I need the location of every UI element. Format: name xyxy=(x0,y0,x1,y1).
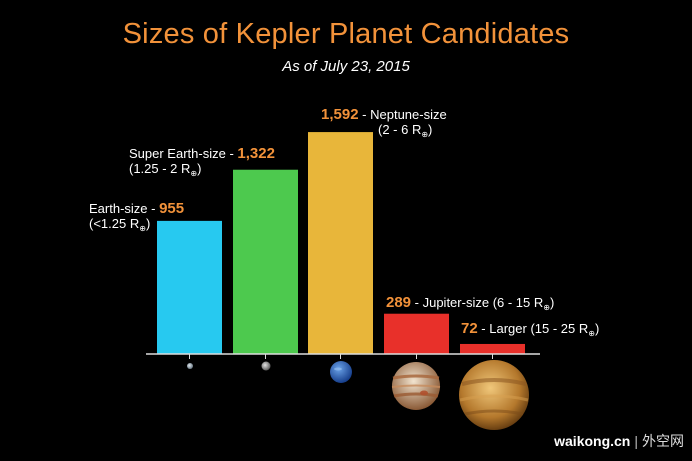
jupiter-value: 289 xyxy=(386,294,411,311)
neptune-label: 1,592 - Neptune-size xyxy=(321,106,447,123)
super-earth-range: (1.25 - 2 R⊕) xyxy=(129,161,201,178)
super-earth-planet-icon xyxy=(261,361,271,371)
larger-bar xyxy=(460,343,525,354)
watermark-brand: waikong.cn xyxy=(554,433,631,449)
larger-planet-icon xyxy=(459,360,529,430)
earth-size-bar xyxy=(157,220,222,354)
neptune-planet-icon xyxy=(330,361,352,383)
chart-title: Sizes of Kepler Planet Candidates xyxy=(122,18,570,50)
watermark-cn: 外空网 xyxy=(642,433,684,449)
chart-subtitle: As of July 23, 2015 xyxy=(282,58,410,75)
bars-group xyxy=(157,132,525,354)
super-earth-label: Super Earth-size - 1,322 xyxy=(129,145,275,162)
larger-value: 72 xyxy=(461,320,478,337)
jupiter-size-bar xyxy=(384,313,449,354)
super-earth-value: 1,322 xyxy=(237,145,275,162)
earth-size-planet-icon xyxy=(187,363,193,369)
tick-group xyxy=(189,354,493,359)
jupiter-label: 289 - Jupiter-size (6 - 15 R⊕) xyxy=(386,294,554,312)
neptune-range: (2 - 6 R⊕) xyxy=(378,122,432,139)
earth-size-range: (<1.25 R⊕) xyxy=(89,216,150,233)
watermark-separator: | xyxy=(634,433,638,449)
larger-label: 72 - Larger (15 - 25 R⊕) xyxy=(461,320,599,338)
jupiter-planet-icon xyxy=(391,362,441,410)
neptune-value: 1,592 xyxy=(321,106,359,123)
neptune-size-bar xyxy=(308,132,373,354)
super-earth-bar xyxy=(233,169,298,354)
earth-size-value: 955 xyxy=(159,200,184,217)
watermark: waikong.cn | 外空网 xyxy=(554,431,684,451)
earth-size-label: Earth-size - 955 xyxy=(89,200,184,217)
